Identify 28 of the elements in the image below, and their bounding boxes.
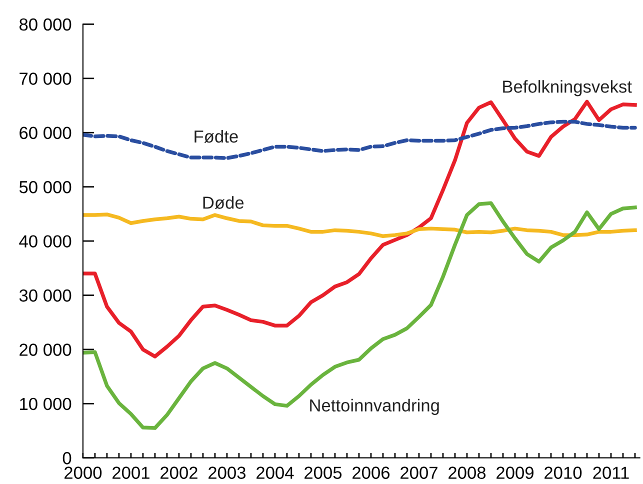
x-tick-label: 2001 bbox=[112, 466, 150, 479]
series-label: Nettoinnvandring bbox=[310, 398, 439, 415]
line-series bbox=[82, 120, 637, 160]
series-label: Befolkningsvekst bbox=[503, 80, 632, 96]
x-tick-label: 2011 bbox=[593, 466, 629, 479]
y-tick-label: 50 000 bbox=[19, 180, 72, 194]
y-tick-label: 0 bbox=[62, 452, 72, 464]
x-tick-label: 2008 bbox=[448, 466, 486, 479]
y-tick-label: 40 000 bbox=[19, 235, 72, 248]
x-tick-label: 2009 bbox=[496, 466, 534, 479]
x-tick-label: 2000 bbox=[64, 466, 102, 479]
series-label: Fødte bbox=[194, 130, 238, 143]
x-tick-label: 2006 bbox=[352, 466, 390, 479]
line-series bbox=[82, 212, 637, 238]
x-tick-label: 2004 bbox=[256, 466, 294, 479]
x-tick-label: 2002 bbox=[160, 466, 198, 479]
y-tick-label: 80 000 bbox=[19, 18, 72, 31]
series-label: Døde bbox=[203, 196, 244, 209]
y-tick-label: 30 000 bbox=[19, 289, 72, 302]
y-tick-label: 70 000 bbox=[20, 72, 72, 85]
y-tick-label: 10 000 bbox=[20, 398, 72, 410]
x-tick-label: 2010 bbox=[544, 466, 582, 479]
x-tick-label: 2007 bbox=[400, 466, 438, 479]
y-tick-label: 20 000 bbox=[20, 344, 72, 356]
x-tick-label: 2005 bbox=[304, 466, 342, 479]
x-tick-label: 2003 bbox=[208, 466, 246, 479]
y-tick-label: 60 000 bbox=[20, 126, 72, 140]
line-series bbox=[82, 100, 637, 358]
